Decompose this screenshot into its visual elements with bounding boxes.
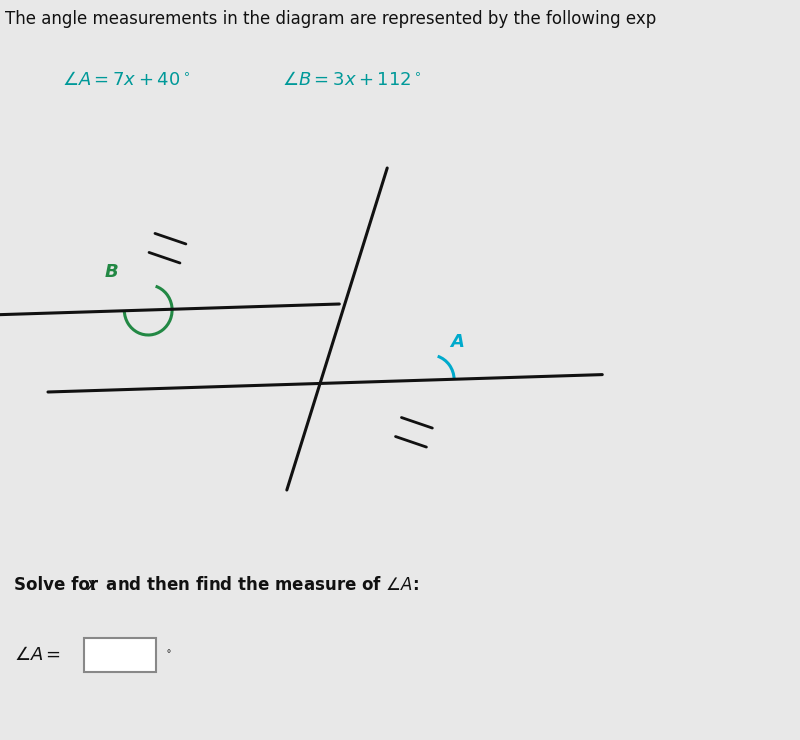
Text: A: A [450,333,464,351]
Text: $\angle A = 7x + 40^\circ$: $\angle A = 7x + 40^\circ$ [62,71,190,89]
Text: The angle measurements in the diagram are represented by the following exp: The angle measurements in the diagram ar… [5,10,656,28]
Text: $\angle A =$: $\angle A =$ [14,646,62,664]
Text: $^\circ$: $^\circ$ [162,648,171,662]
Text: and then find the measure of $\angle A$:: and then find the measure of $\angle A$: [100,576,419,594]
Text: Solve for: Solve for [14,576,104,594]
Text: $\angle B = 3x + 112^\circ$: $\angle B = 3x + 112^\circ$ [282,71,422,89]
Bar [84,638,156,672]
Text: B: B [105,263,118,281]
Text: $x$: $x$ [86,576,98,594]
